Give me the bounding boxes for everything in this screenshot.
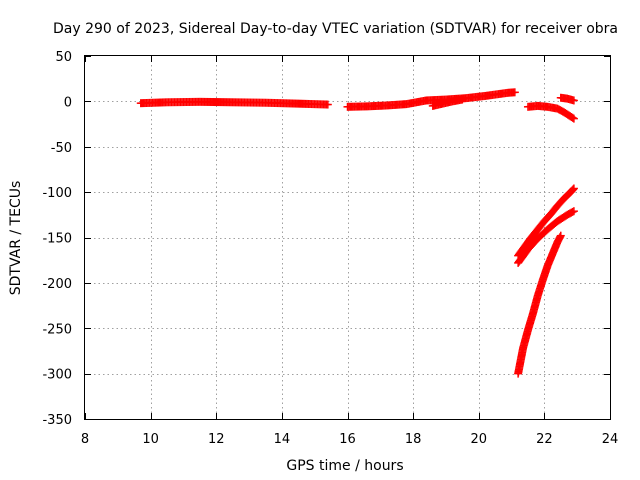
y-tick-label: 0 <box>64 95 72 110</box>
y-tick-label: -50 <box>51 141 72 156</box>
series-7 <box>514 207 578 267</box>
axis-ticks <box>85 56 611 420</box>
series-3 <box>428 95 467 110</box>
y-tick-label: -350 <box>42 413 72 428</box>
x-tick-label: 16 <box>339 432 356 447</box>
grid <box>85 56 610 419</box>
series-4 <box>523 101 578 123</box>
series-5 <box>556 93 578 105</box>
plot-frame <box>84 55 611 420</box>
series-1 <box>136 97 332 109</box>
y-tick-label: -300 <box>42 368 72 383</box>
series-8 <box>514 231 565 378</box>
x-tick-label: 8 <box>81 432 89 447</box>
x-tick-label: 14 <box>274 432 291 447</box>
series-6 <box>514 184 578 260</box>
x-tick-label: 12 <box>208 432 225 447</box>
data-series <box>136 88 578 378</box>
chart-title: Day 290 of 2023, Sidereal Day-to-day VTE… <box>53 21 618 37</box>
x-tick-label: 10 <box>142 432 159 447</box>
y-tick-label: -150 <box>42 232 72 247</box>
y-tick-labels: -350 -300 -250 -200 -150 -100 -50 0 50 <box>42 50 72 428</box>
x-tick-label: 18 <box>405 432 422 447</box>
x-tick-label: 20 <box>470 432 487 447</box>
x-tick-labels: 8 10 12 14 16 18 20 22 24 <box>81 432 618 447</box>
y-tick-label: 50 <box>55 50 72 65</box>
x-axis-label: GPS time / hours <box>286 458 403 474</box>
y-tick-label: -100 <box>42 186 72 201</box>
y-tick-label: -200 <box>42 277 72 292</box>
x-tick-label: 22 <box>536 432 553 447</box>
y-tick-label: -250 <box>42 322 72 337</box>
y-axis-label: SDTVAR / TECUs <box>8 181 24 296</box>
x-tick-label: 24 <box>602 432 619 447</box>
series-2 <box>343 88 519 111</box>
